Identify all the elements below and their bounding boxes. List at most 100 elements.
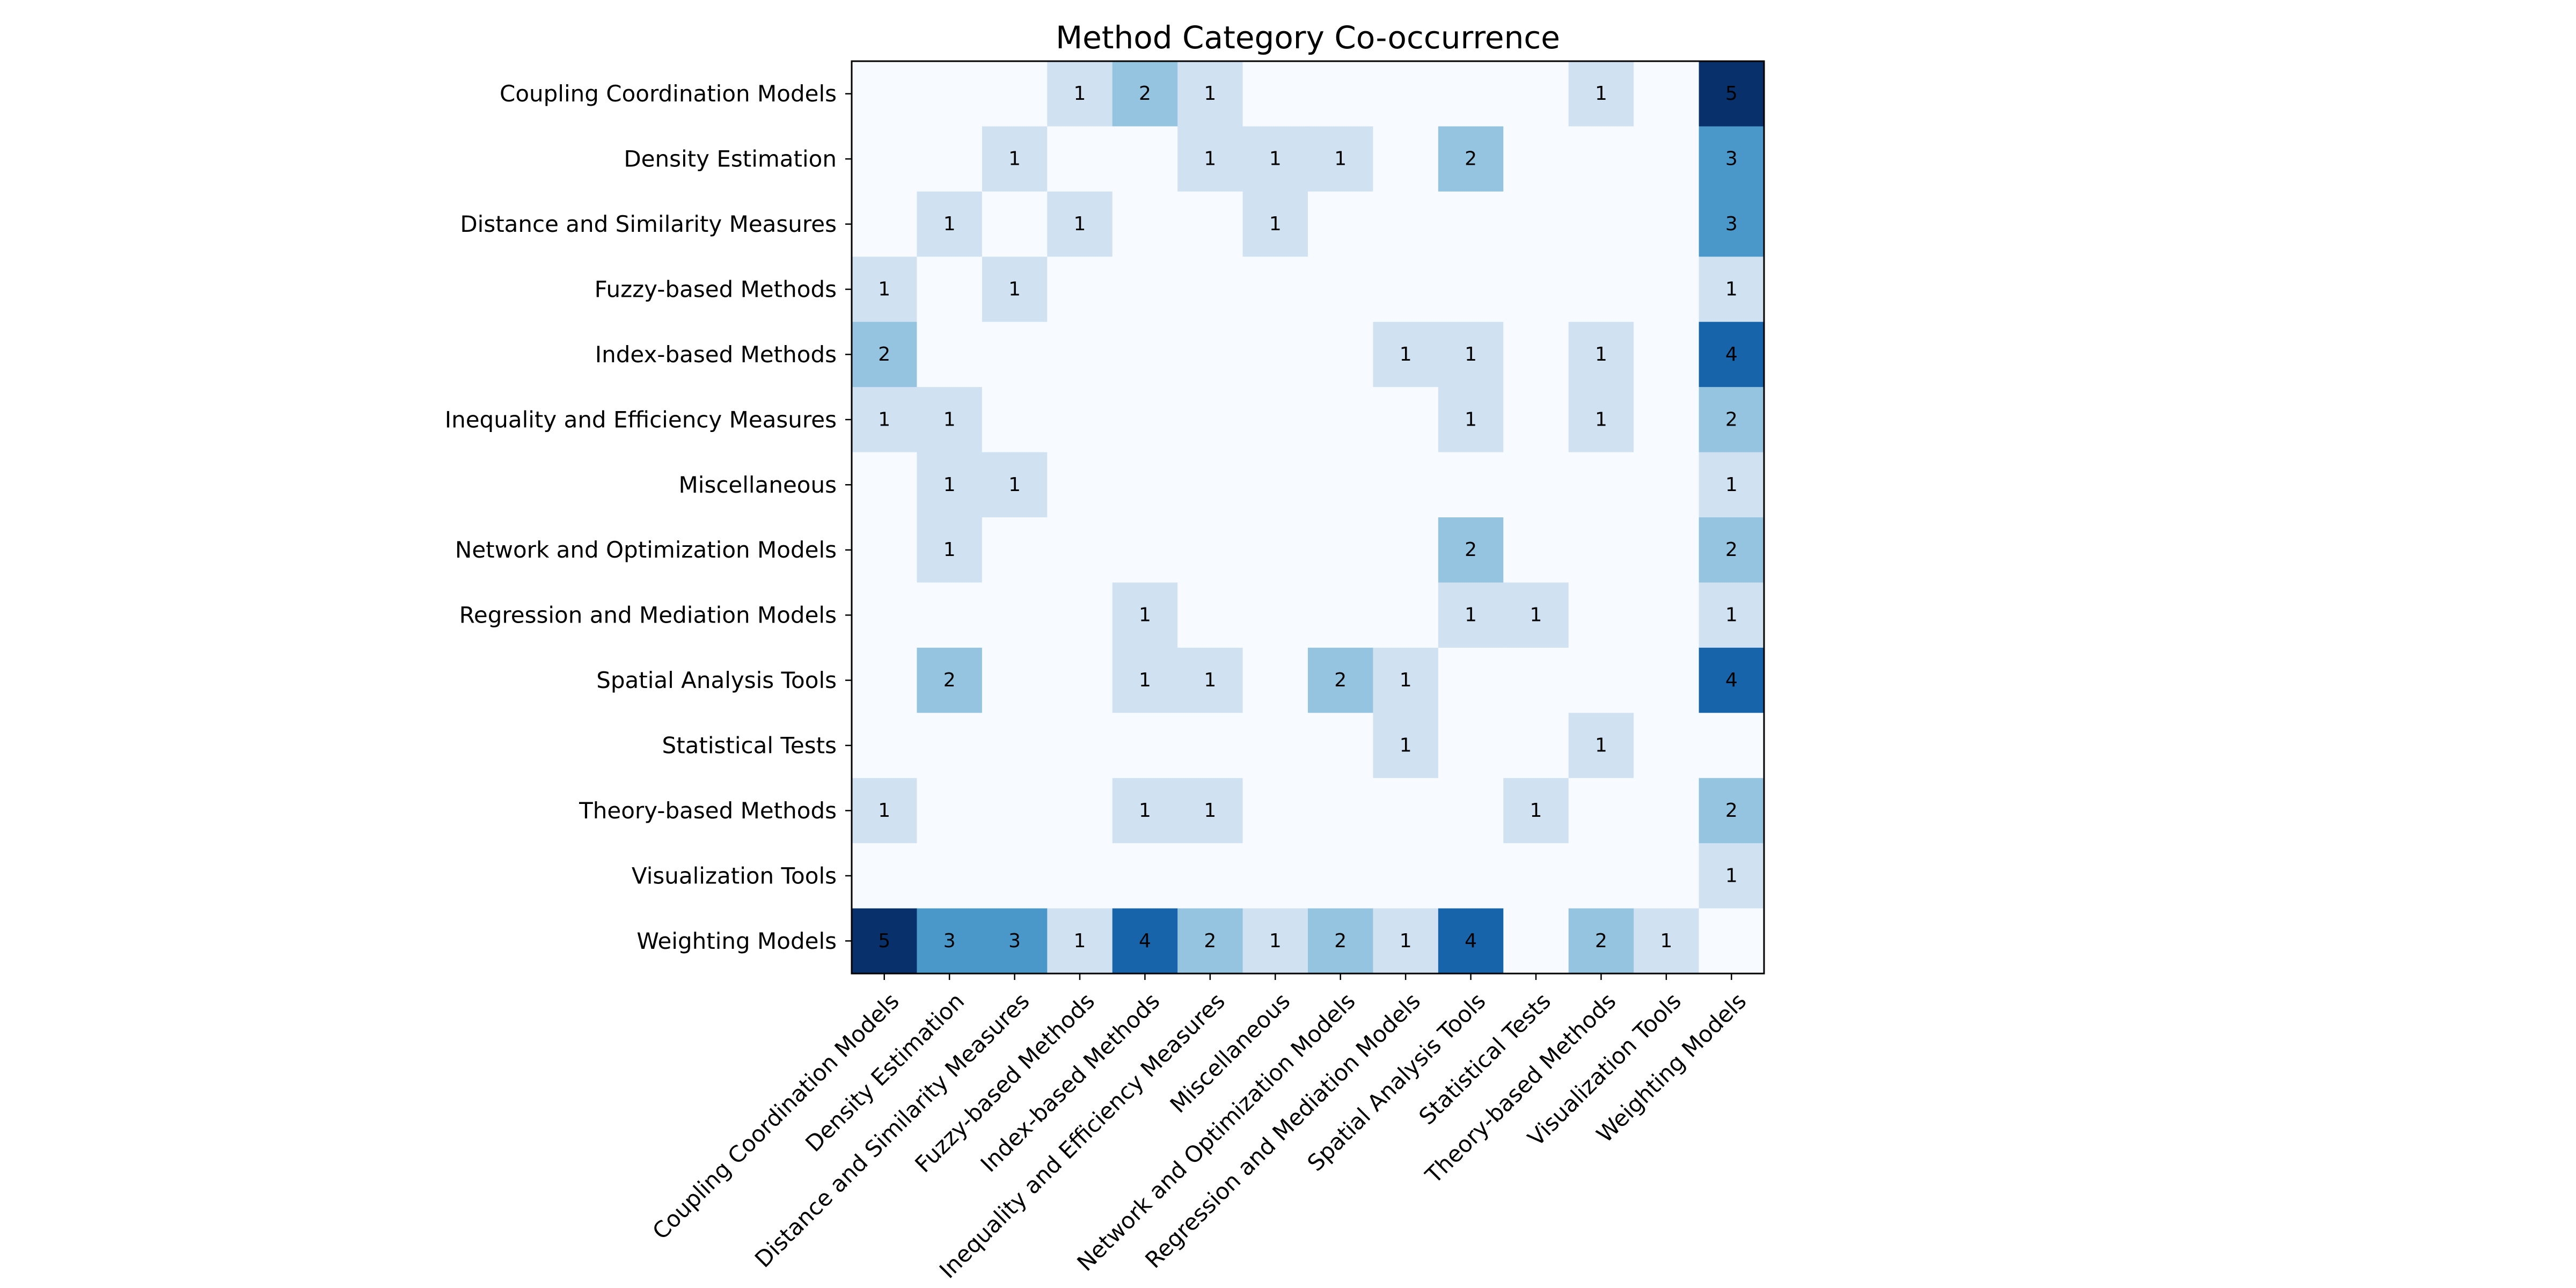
cell-value-label: 2 [1139, 83, 1151, 105]
heatmap-cell [1373, 713, 1439, 779]
heatmap-cell [1634, 126, 1700, 192]
heatmap-cell [1047, 387, 1113, 453]
heatmap-cell [917, 387, 983, 453]
heatmap-cell [1373, 321, 1439, 387]
heatmap-cell [1699, 582, 1765, 648]
cell-value-label: 1 [878, 408, 890, 430]
heatmap-cell [1047, 843, 1113, 909]
heatmap-cell [917, 908, 983, 974]
heatmap-cell [982, 713, 1048, 779]
heatmap-cell [1112, 517, 1178, 583]
heatmap-cell [1634, 452, 1700, 518]
heatmap-cell [1699, 843, 1765, 909]
heatmap-cell [982, 647, 1048, 713]
heatmap-cell [1308, 191, 1374, 257]
cell-value-label: 1 [1530, 800, 1542, 822]
heatmap-cell [1373, 257, 1439, 323]
heatmap-cell [1242, 126, 1308, 192]
heatmap-cell [1112, 582, 1178, 648]
heatmap-cell [1177, 517, 1243, 583]
heatmap-cell [1177, 191, 1243, 257]
heatmap-cell [1568, 517, 1634, 583]
heatmap-cell [1568, 387, 1634, 453]
cell-value-label: 1 [1334, 148, 1346, 170]
cell-value-label: 1 [1595, 735, 1607, 757]
cell-value-label: 2 [1725, 539, 1738, 561]
heatmap-cell [1503, 713, 1569, 779]
heatmap-cell [1699, 61, 1765, 127]
heatmap-cell [917, 61, 983, 127]
heatmap-cell [1242, 452, 1308, 518]
heatmap-cell [1047, 321, 1113, 387]
heatmap-cell [1112, 61, 1178, 127]
heatmap-cell [1047, 713, 1113, 779]
heatmap-cell [1047, 452, 1113, 518]
heatmap-cell [1242, 778, 1308, 844]
heatmap-cell [1503, 61, 1569, 127]
heatmap-cell [852, 908, 918, 974]
y-tick-label: Distance and Similarity Measures [460, 211, 837, 237]
y-tick-label: Network and Optimization Models [455, 537, 837, 563]
cell-value-label: 2 [1725, 800, 1738, 822]
heatmap-cell [1503, 908, 1569, 974]
heatmap-cell [1568, 582, 1634, 648]
heatmap-cell [1568, 778, 1634, 844]
heatmap-cell [1112, 321, 1178, 387]
heatmap-cell [1373, 843, 1439, 909]
heatmap-cell [1634, 61, 1700, 127]
heatmap-cell [1242, 517, 1308, 583]
cell-value-label: 1 [943, 539, 956, 561]
cell-value-label: 2 [1334, 930, 1346, 952]
heatmap-cell [917, 582, 983, 648]
y-tick-label: Visualization Tools [632, 862, 837, 889]
heatmap-cell [1047, 647, 1113, 713]
heatmap-cell [1047, 517, 1113, 583]
heatmap-cell [1373, 61, 1439, 127]
heatmap-cell [1438, 647, 1504, 713]
heatmap-cell [1568, 126, 1634, 192]
heatmap-cell [852, 647, 918, 713]
heatmap-cell [1308, 126, 1374, 192]
heatmap-cell [1373, 778, 1439, 844]
heatmap-cell [1699, 452, 1765, 518]
heatmap-cell [1242, 321, 1308, 387]
heatmap-cell [982, 126, 1048, 192]
heatmap-cell [1438, 321, 1504, 387]
heatmap-cell [982, 452, 1048, 518]
cell-value-label: 1 [1204, 669, 1216, 691]
heatmap-cell [1242, 61, 1308, 127]
heatmap-cell [1634, 321, 1700, 387]
heatmap-cell [1308, 647, 1374, 713]
heatmap-cell [1503, 257, 1569, 323]
heatmap-cell [1112, 908, 1178, 974]
heatmap-cell [1373, 191, 1439, 257]
heatmap-cell [1177, 778, 1243, 844]
heatmap-cell [1177, 321, 1243, 387]
y-tick-label: Coupling Coordination Models [500, 80, 837, 107]
heatmap-cell [1503, 126, 1569, 192]
heatmap-cell [1634, 647, 1700, 713]
heatmap-cell [1047, 582, 1113, 648]
heatmap-cell [1699, 126, 1765, 192]
heatmap-cell [917, 843, 983, 909]
cell-value-label: 1 [1008, 279, 1021, 301]
heatmap-cell [1634, 517, 1700, 583]
cell-value-label: 2 [1465, 539, 1477, 561]
heatmap-cell [1438, 713, 1504, 779]
heatmap-cell [1634, 257, 1700, 323]
cell-value-label: 2 [1595, 930, 1607, 952]
cell-value-label: 1 [1204, 800, 1216, 822]
heatmap-cell [1112, 191, 1178, 257]
cell-value-label: 1 [1204, 148, 1216, 170]
heatmap-cell [852, 778, 918, 844]
cell-value-label: 1 [1269, 213, 1282, 235]
cell-value-label: 3 [1008, 930, 1021, 952]
cell-value-label: 1 [1074, 213, 1086, 235]
heatmap-cell [1568, 191, 1634, 257]
cell-value-label: 1 [1595, 408, 1607, 430]
cell-value-label: 1 [1595, 343, 1607, 365]
heatmap-cell [1503, 452, 1569, 518]
heatmap-cell [1112, 387, 1178, 453]
